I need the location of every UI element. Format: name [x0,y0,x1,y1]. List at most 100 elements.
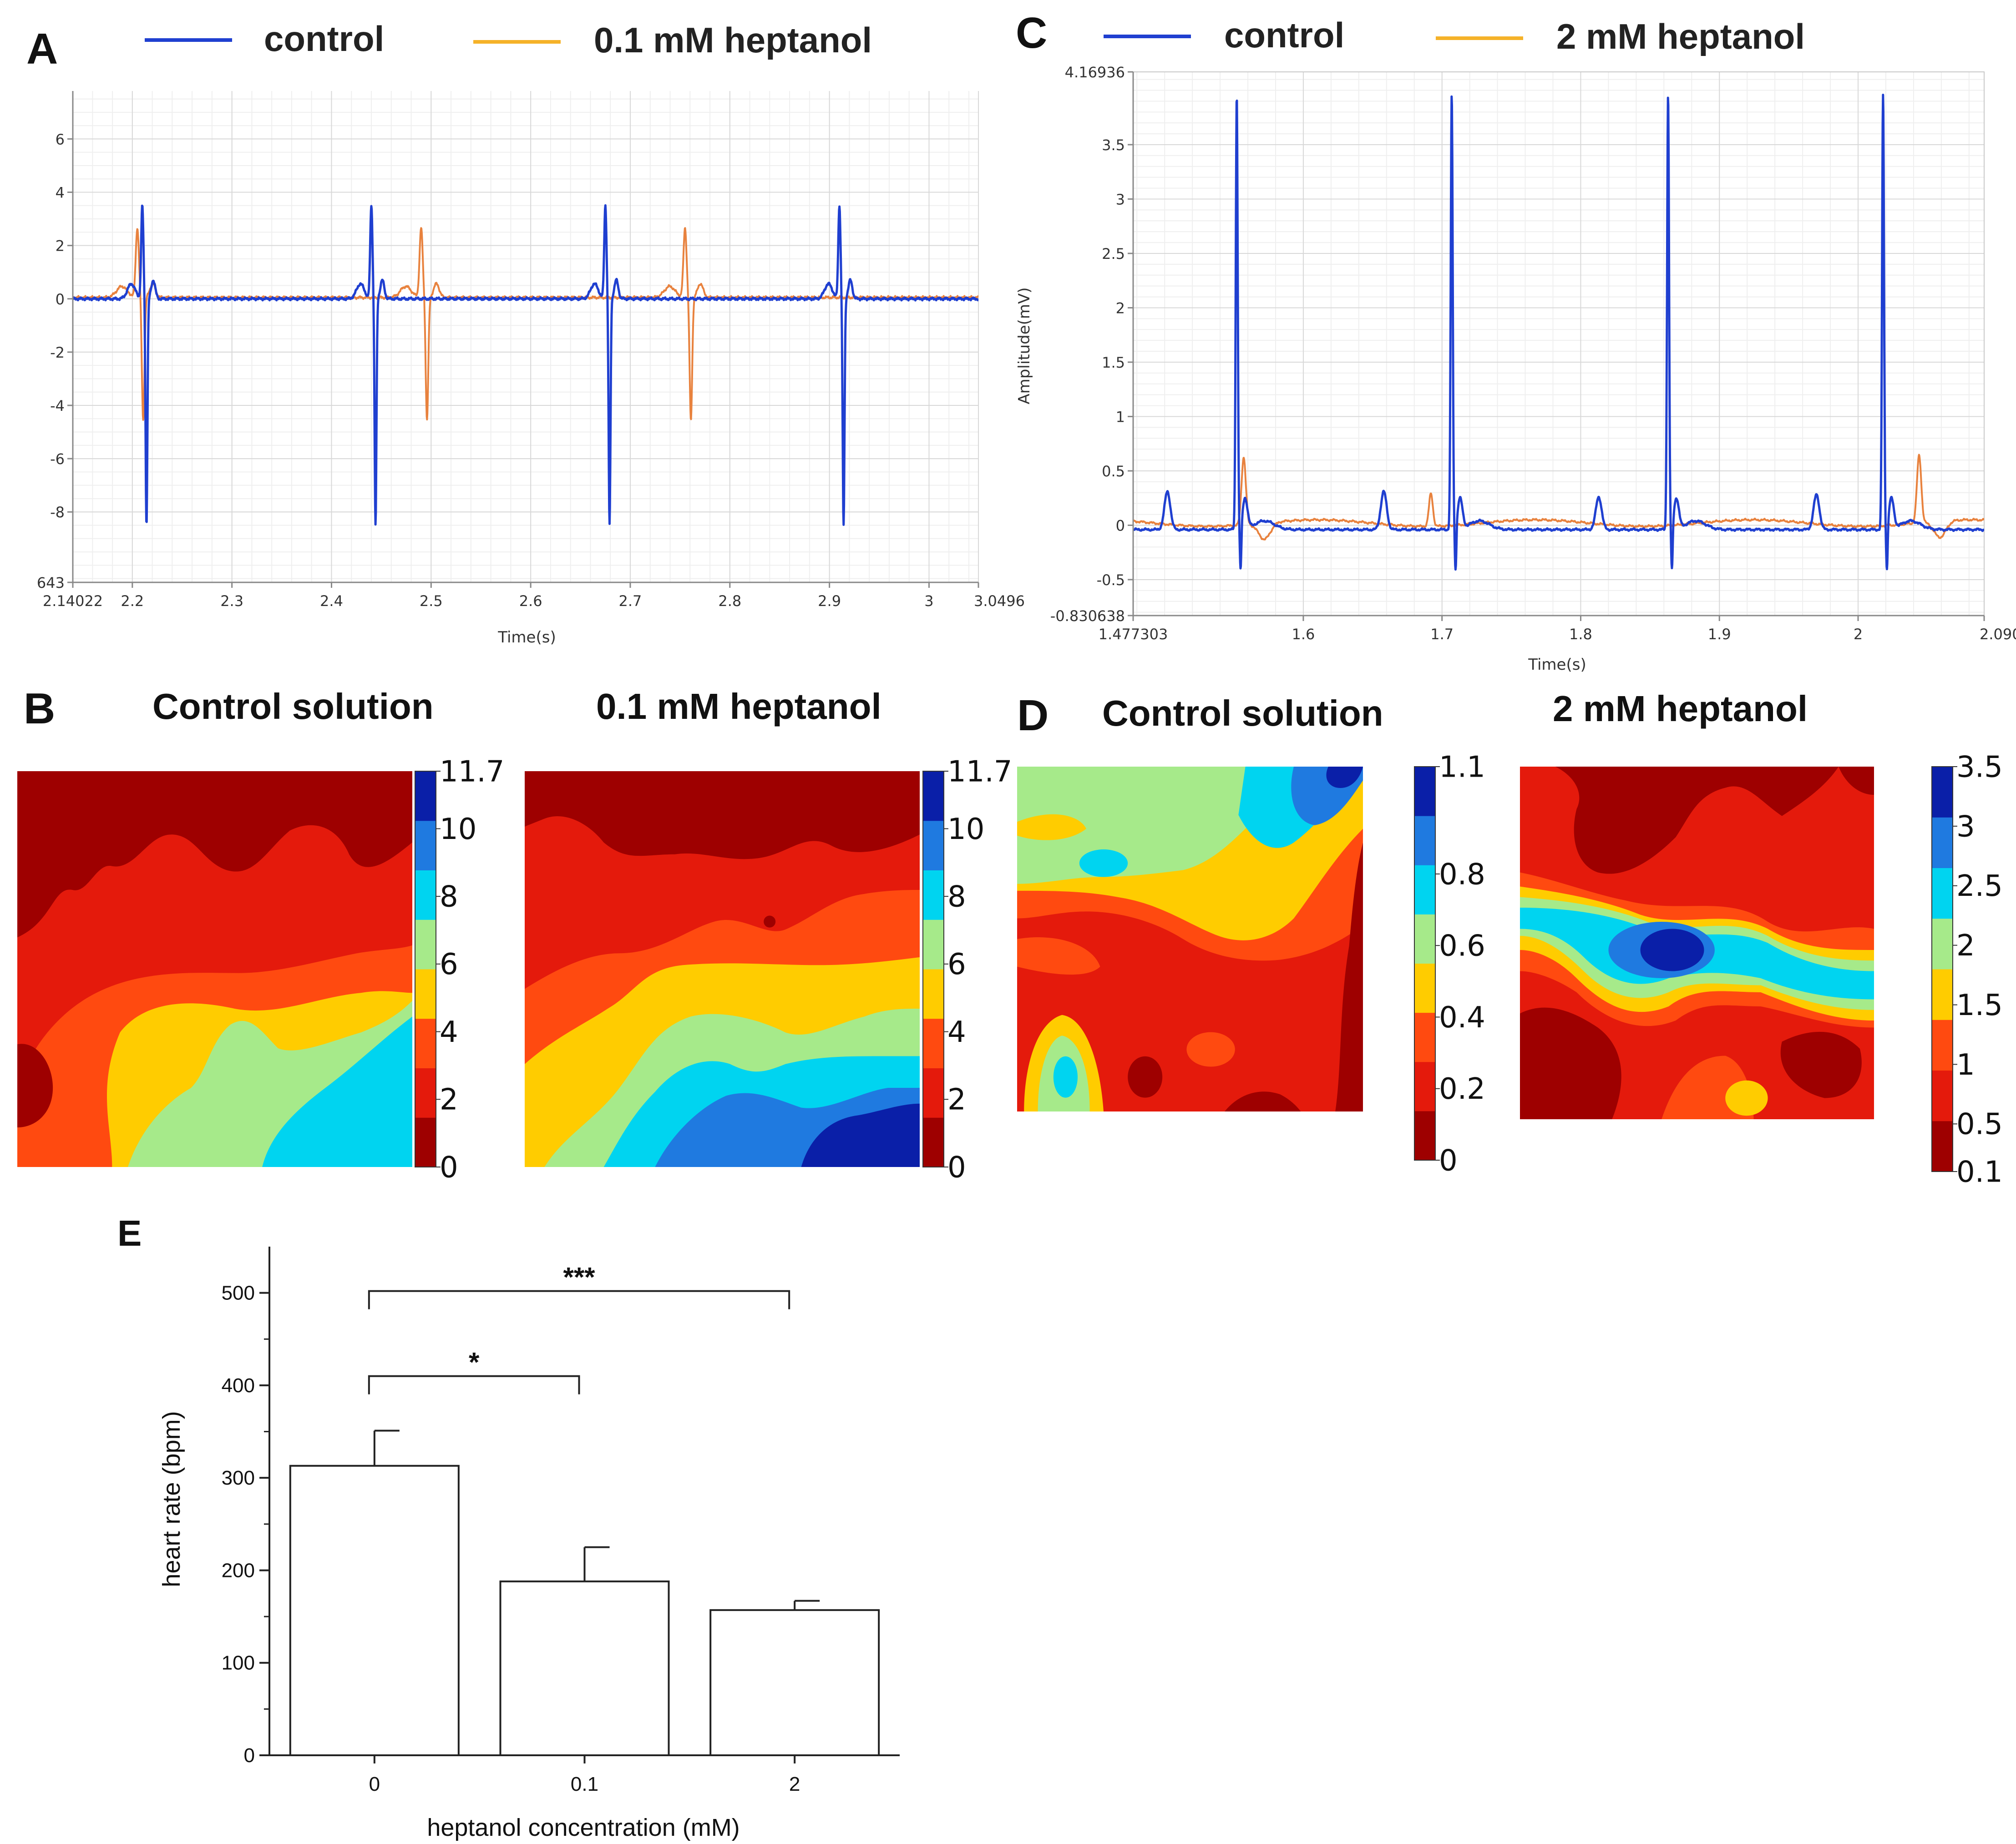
y-tick-label: 643 [37,574,65,591]
x-tick-label: 2.7 [619,592,642,610]
colorbar-b-right-segment [923,820,944,870]
conduction-map-d-control [1017,767,1363,1111]
colorbar-b-left-segment [415,1018,436,1068]
x-tick-label: 1.9 [1708,626,1731,643]
x-tick-label: 1.477303 [1099,626,1168,643]
colorbar-b-right-segment [923,870,944,920]
colorbar-d-right-label: 3.5 [1956,750,2003,784]
colorbar-d-right-segment [1932,1070,1953,1122]
x-axis-title-a: Time(s) [497,628,556,647]
colorbar-d-left: 1.1 0.8 0.6 0.4 0.2 0 [1414,750,1485,1177]
x-tick-label-e: 0.1 [571,1773,598,1795]
significance-bracket-e [368,1290,790,1309]
y-tick-label-e: 400 [222,1374,255,1397]
colorbar-d-left-label: 0.8 [1439,858,1485,891]
colorbar-b-right-label: 2 [947,1083,966,1117]
grid-c [1133,71,1985,616]
axes-c: 1.477303 1.6 1.7 1.8 1.9 2 2.09089 4.16936 3.5 3 2… [1050,64,2016,643]
colorbar-b-right-segment [923,771,944,821]
y-tick-label-e: 100 [222,1652,255,1674]
colorbar-d-left-segment [1414,865,1435,914]
trace-heptanol [1133,454,1984,541]
x-tick-label-e: 2 [789,1773,800,1795]
colorbar-b-right-frame [922,771,944,1167]
panel-d: D Control solution 2 mM heptanol [1017,688,2003,1189]
colorbar-b-right-segment [923,1018,944,1068]
colorbar-b-left-frame [415,771,436,1167]
y-tick-label: 0 [56,291,65,308]
x-tick-label: 2.5 [420,592,443,610]
colorbar-d-right-segment [1932,918,1953,970]
colorbar-d-right-label: 0.1 [1956,1155,2003,1189]
colorbar-d-right-segment [1932,1121,1953,1172]
x-tick-label: 2.8 [718,592,741,610]
y-tick-label: 1 [1116,408,1125,425]
colorbar-d-left-segment [1414,963,1435,1013]
colorbar-d-left-segment [1414,1061,1435,1111]
bar-e [289,1465,460,1756]
colorbar-d-right-segment [1932,969,1953,1020]
colorbar-b-left-label: 2 [440,1083,458,1117]
y-tick-label: -2 [50,344,65,361]
colorbar-d-left-label: 1.1 [1439,750,1485,784]
colorbar-b-left: 11.7 10 8 6 4 2 0 [415,755,505,1184]
colorbar-d-right-segment [1932,817,1953,868]
y-tick-label: 4 [56,184,65,202]
colorbar-b-right-label: 6 [947,948,966,981]
x-tick-label: 2.14022 [43,592,103,610]
panel-a-label: A [26,25,58,73]
y-tick-label: 1.5 [1102,354,1125,371]
panel-d-right-title: 2 mM heptanol [1553,688,1808,729]
y-tick-label: 6 [56,131,65,148]
colorbar-d-right-label: 2 [1956,929,1975,963]
trace-control [1133,93,1984,571]
colorbar-d-left-segment [1414,1111,1435,1161]
colorbar-d-right-label: 1.5 [1956,989,2003,1022]
y-tick-label: 3 [1116,191,1125,208]
y-tick-label: -4 [50,397,65,414]
traces-c [1133,93,1984,571]
y-tick-label: 2.5 [1102,245,1125,263]
x-tick-label: 2.3 [220,592,243,610]
y-tick-label-e: 0 [244,1744,255,1767]
colorbar-b-left-label: 4 [440,1015,458,1049]
colorbar-b-right-segment [923,969,944,1019]
colorbar-d-right-label: 1 [1956,1048,1975,1082]
x-tick-label-e: 0 [369,1773,380,1795]
x-tick-label: 1.8 [1569,626,1592,643]
colorbar-d-right-frame [1931,766,1953,1172]
legend-heptanol-label-c: 2 mM heptanol [1556,16,1805,56]
colorbar-b-right-segment [923,1068,944,1118]
colorbar-b-left-segment [415,969,436,1019]
x-tick-label: 2.2 [121,592,144,610]
x-tick-label: 1.7 [1430,626,1454,643]
colorbar-b-right-label: 11.7 [947,755,1013,788]
y-tick-label: 0 [1116,517,1125,534]
colorbar-b-right-label: 10 [947,813,984,846]
colorbar-b-left-label: 11.7 [440,755,505,788]
colorbar-d-right-segment [1932,868,1953,919]
activation-map-b-control [17,771,412,1167]
panel-d-left-title: Control solution [1102,693,1383,733]
x-axis-title-c: Time(s) [1528,656,1586,674]
plot-frame [1133,71,1985,616]
y-tick-label: -0.5 [1097,571,1125,589]
y-tick-label: -8 [50,504,65,521]
colorbar-d-left-segment [1414,816,1435,865]
axes-a: 2.14022 2.2 2.3 2.4 2.5 2.6 2.7 2.8 2.9 3 3.049664… [37,91,1025,610]
colorbar-b-right-label: 8 [947,880,966,914]
traces-a [73,204,978,526]
y-tick-label-e: 300 [222,1467,255,1489]
x-tick-label: 1.6 [1292,626,1315,643]
legend-control-label-a: control [264,19,384,59]
panel-b: B Control solution 0.1 mM heptanol 11.71… [17,684,1013,1184]
colorbar-d-right-label: 3 [1956,810,1975,844]
x-tick-label: 2.4 [320,592,343,610]
colorbar-d-right-label: 2.5 [1956,869,2003,903]
activation-map-b-heptanol [525,771,920,1167]
bar-e [499,1580,670,1756]
legend-heptanol-label-a: 0.1 mM heptanol [594,20,872,60]
